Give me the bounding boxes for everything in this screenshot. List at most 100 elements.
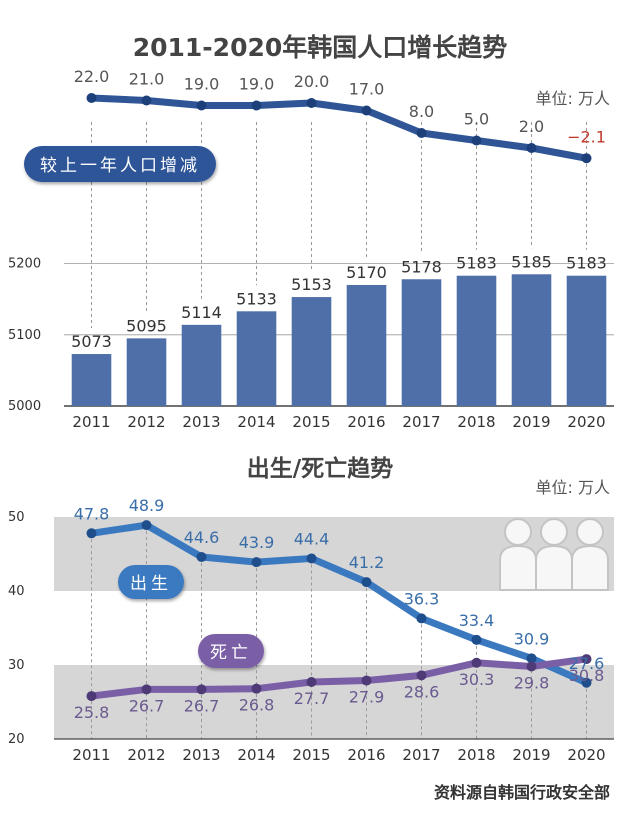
birth-value-label: 36.3 [404,589,440,608]
change-value-label: −2.1 [567,127,606,146]
death-point [471,657,482,668]
birth-value-label: 41.2 [349,553,385,572]
change-point [361,105,372,116]
death-point [416,670,427,681]
birth-point [306,553,317,564]
change-point [196,100,207,111]
birth-death-x-tick-label: 2017 [402,746,440,764]
change-point [306,98,317,108]
bar-value-label: 5073 [71,332,112,351]
birth-point [416,613,427,624]
birth-value-label: 27.6 [569,654,605,673]
bar-value-label: 5183 [456,254,497,273]
birth-death-x-tick-label: 2012 [127,746,165,764]
source-note: 资料源自韩国行政安全部 [434,783,610,802]
bar-x-axis: 2011 2012 2013 2014 2015 2016 2017 2018 2019 2020 [72,413,605,431]
birth-value-label: 44.6 [184,528,220,547]
birth-point [526,653,537,664]
death-value-label: 28.6 [404,682,440,701]
bar [346,284,387,406]
bar-y-axis: 5000 5100 5200 [8,257,41,414]
bar-value-label: 5185 [511,252,552,271]
death-value-label: 25.8 [74,703,110,722]
bar-y-tick-label: 5100 [8,328,41,343]
death-line-series [86,654,592,702]
birth-death-y-tick-label: 50 [8,510,25,525]
bar [236,311,277,406]
change-value-label: 8.0 [409,102,434,121]
death-value-label: 27.7 [294,689,330,708]
change-value-label: 21.0 [129,70,165,89]
birth-death-x-tick-label: 2013 [182,746,220,764]
bar-x-tick-label: 2014 [237,413,275,431]
change-point [86,93,97,103]
bar-x-tick-label: 2016 [347,413,385,431]
birth-value-label: 47.8 [74,504,110,523]
death-value-label: 26.7 [184,696,220,715]
birth-point [581,677,592,688]
birth-point [251,557,262,568]
death-point [526,661,537,672]
death-value-label: 29.8 [514,673,550,692]
birth-value-label: 33.4 [459,611,495,630]
bar-y-tick-label: 5000 [8,399,41,414]
birth-death-x-tick-label: 2011 [72,746,110,764]
birth-point [86,528,97,539]
death-value-label: 26.8 [239,696,275,715]
change-line-path [88,94,590,162]
death-point [306,677,317,688]
bar-value-label: 5183 [566,254,607,273]
birth-line-path [88,521,590,687]
birth-value-label: 43.9 [239,533,275,552]
unit-label-top: 单位: 万人 [536,89,610,108]
change-point [141,95,152,106]
change-series-label-text: 较上一年人口增减 [40,156,200,176]
birth-death-x-tick-label: 2016 [347,746,385,764]
bar [401,279,442,406]
change-value-label: 17.0 [349,80,385,99]
birth-value-label: 48.9 [129,496,165,515]
death-value-labels: 25.8 26.7 26.7 26.8 27.7 27.9 28.6 30.3 29.8 30.8 [74,666,605,722]
bar-value-label: 5170 [346,263,387,282]
bar-x-tick-label: 2011 [72,413,110,431]
bar [291,297,332,406]
change-value-labels: 22.0 21.0 19.0 19.0 20.0 17.0 8.0 5.0 2.0 −2.1 [74,67,606,146]
death-point [141,684,152,695]
bar-x-tick-label: 2015 [292,413,330,431]
bar-x-tick-label: 2018 [457,413,495,431]
bar [181,324,222,406]
death-point [361,675,372,686]
birth-point [196,551,207,562]
bar-value-label: 5153 [291,275,332,294]
death-point [86,691,97,702]
birth-point [471,634,482,645]
bar-value-label: 5178 [401,257,442,276]
bar-value-label: 5095 [126,316,167,335]
birth-death-y-tick-label: 40 [8,584,25,599]
bar-value-labels: 5073 5095 5114 5133 5153 5170 5178 5183 5185 5183 [71,252,607,351]
bar-value-label: 5114 [181,303,222,322]
birth-line-series [86,520,592,688]
death-value-label: 30.3 [459,670,495,689]
bar [566,275,607,406]
birth-death-y-axis: 20 30 40 50 [8,510,25,747]
birth-death-x-tick-label: 2020 [567,746,605,764]
change-value-label: 19.0 [239,75,275,94]
birth-death-x-tick-label: 2014 [237,746,275,764]
bar-series [71,274,607,406]
change-line-series [86,93,592,164]
birth-death-y-tick-label: 30 [8,658,25,673]
birth-death-x-tick-label: 2019 [512,746,550,764]
change-point [416,128,427,138]
change-value-label: 20.0 [294,72,330,91]
bar [511,274,552,406]
bar-x-tick-label: 2017 [402,413,440,431]
bar [456,275,497,406]
birth-death-x-tick-label: 2018 [457,746,495,764]
change-point [251,100,262,111]
bar-x-tick-label: 2012 [127,413,165,431]
bar-y-tick-label: 5200 [8,257,41,272]
birth-series-label-text: 出生 [130,574,172,594]
bar-x-tick-label: 2013 [182,413,220,431]
